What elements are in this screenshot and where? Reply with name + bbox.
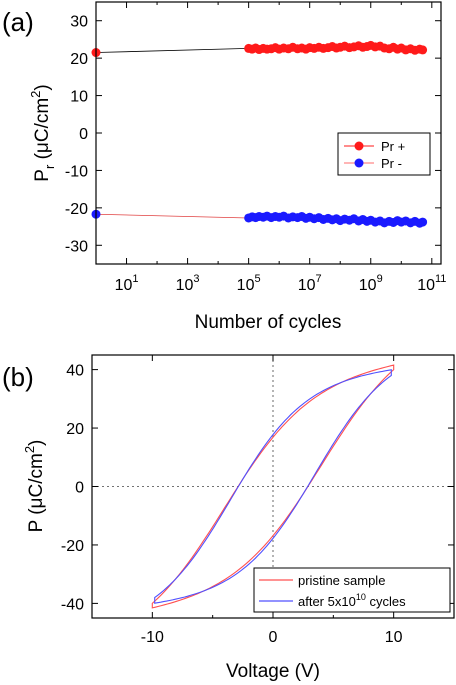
panel-a-xtick-exp-1: 3 bbox=[193, 273, 199, 285]
panel-b-ylabel-sup: 2 bbox=[22, 446, 37, 453]
panel-a-xtick-label-1: 103 bbox=[176, 273, 200, 294]
panel-b-loop-0 bbox=[151, 364, 395, 609]
panel-a-xtick-label-0: 101 bbox=[115, 273, 139, 294]
panel-a-xtick-label-4: 109 bbox=[359, 273, 383, 294]
panel-b-xlabel: Voltage (V) bbox=[226, 661, 320, 682]
panel-a-ylabel-unit: (μC/cm bbox=[32, 98, 53, 165]
legend-label-pristine: pristine sample bbox=[298, 573, 385, 588]
panel-b-ylabel-unit: (μC/cm bbox=[26, 453, 47, 520]
panel-a-xtick-exp-2: 5 bbox=[254, 273, 260, 285]
panel-a-xtick-base-2: 10 bbox=[237, 277, 255, 294]
panel-a-xlabel: Number of cycles bbox=[195, 312, 342, 333]
panel-a-xtick-base-3: 10 bbox=[298, 277, 316, 294]
panel-b-ytick-label-3: 20 bbox=[66, 421, 84, 438]
panel-a-ylabel-end: ) bbox=[32, 84, 53, 90]
panel-a-xtick-base-4: 10 bbox=[359, 277, 377, 294]
panel-b-legend: pristine sample after 5x1010 cycles bbox=[253, 567, 451, 613]
legend-label-cycled: after 5x1010 cycles bbox=[298, 592, 406, 609]
panel-a-ytick-label-2: -10 bbox=[65, 163, 88, 180]
panel-a-xtick-label-5: 1011 bbox=[417, 273, 446, 294]
panel-b-ytick-label-0: -40 bbox=[61, 596, 84, 613]
panel-b-axes: -40 -20 0 20 40 -10 0 10 bbox=[61, 355, 454, 646]
panel-b-xtick-label-2: 10 bbox=[385, 629, 403, 646]
panel-a-series-1-connector bbox=[95, 213, 249, 219]
panel-b-loop-1 bbox=[154, 369, 392, 604]
panel-b-plot-area bbox=[92, 355, 454, 618]
panel-b-label: (b) bbox=[2, 362, 34, 392]
panel-a-label: (a) bbox=[2, 7, 34, 37]
panel-b-ylabel-p: P bbox=[26, 520, 47, 532]
panel-a-xtick-exp-5: 11 bbox=[435, 273, 446, 285]
panel-a-xtick-base-1: 10 bbox=[176, 277, 194, 294]
panel-a-xtick-exp-3: 7 bbox=[316, 273, 322, 285]
legend-label-cycled-post: cycles bbox=[366, 594, 406, 609]
panel-a-xtick-exp-0: 1 bbox=[132, 273, 138, 285]
panel-a-xtick-base-5: 10 bbox=[417, 277, 435, 294]
panel-a-series-0-point bbox=[418, 45, 428, 55]
panel-a-xtick-label-3: 107 bbox=[298, 273, 322, 294]
legend-marker-pr-plus bbox=[354, 141, 364, 151]
panel-a-ytick-label-4: 10 bbox=[70, 89, 88, 106]
panel-a-xtick-base-0: 10 bbox=[115, 277, 133, 294]
panel-a-series-0-connector bbox=[95, 48, 249, 53]
panel-a-plot-area bbox=[91, 40, 428, 228]
panel-b: (b) -40 -20 0 20 40 -10 0 10 Voltage (V) P (μC/… bbox=[2, 354, 455, 682]
panel-a-xtick-label-2: 105 bbox=[237, 273, 261, 294]
panel-a-legend-box bbox=[337, 132, 431, 176]
panel-b-ylabel: P (μC/cm2) bbox=[22, 440, 47, 533]
panel-a-series-1-point bbox=[418, 217, 428, 227]
panel-b-ytick-label-1: -20 bbox=[61, 538, 84, 555]
panel-b-ytick-label-4: 40 bbox=[66, 363, 84, 380]
panel-a-ylabel-sup: 2 bbox=[28, 91, 43, 98]
panel-a-ytick-label-1: -20 bbox=[65, 201, 88, 218]
legend-marker-pr-minus bbox=[354, 158, 364, 168]
panel-a-ylabel-p: P bbox=[32, 169, 53, 182]
legend-label-pr-minus: Pr - bbox=[381, 156, 402, 171]
panel-a-ytick-label-0: -30 bbox=[65, 238, 88, 255]
legend-label-pr-plus: Pr + bbox=[381, 139, 405, 154]
panel-b-xtick-label-0: -10 bbox=[141, 629, 164, 646]
legend-label-cycled-pre: after 5x10 bbox=[298, 594, 356, 609]
panel-a-ylabel: Pr (μC/cm2) bbox=[28, 84, 57, 181]
panel-b-ylabel-end: ) bbox=[26, 440, 47, 446]
panel-a-xtick-exp-4: 9 bbox=[377, 273, 383, 285]
panel-a-ylabel-sub: r bbox=[42, 164, 57, 169]
panel-b-xtick-label-1: 0 bbox=[269, 629, 278, 646]
panel-b-legend-box bbox=[253, 567, 451, 613]
panel-b-ytick-label-2: 0 bbox=[75, 480, 84, 497]
panel-a-ytick-label-3: 0 bbox=[79, 126, 88, 143]
panel-a-ytick-label-5: 20 bbox=[70, 51, 88, 68]
panel-a-ytick-label-6: 30 bbox=[70, 14, 88, 31]
legend-label-cycled-sup: 10 bbox=[356, 592, 366, 602]
panel-a-legend: Pr + Pr - bbox=[337, 132, 431, 176]
